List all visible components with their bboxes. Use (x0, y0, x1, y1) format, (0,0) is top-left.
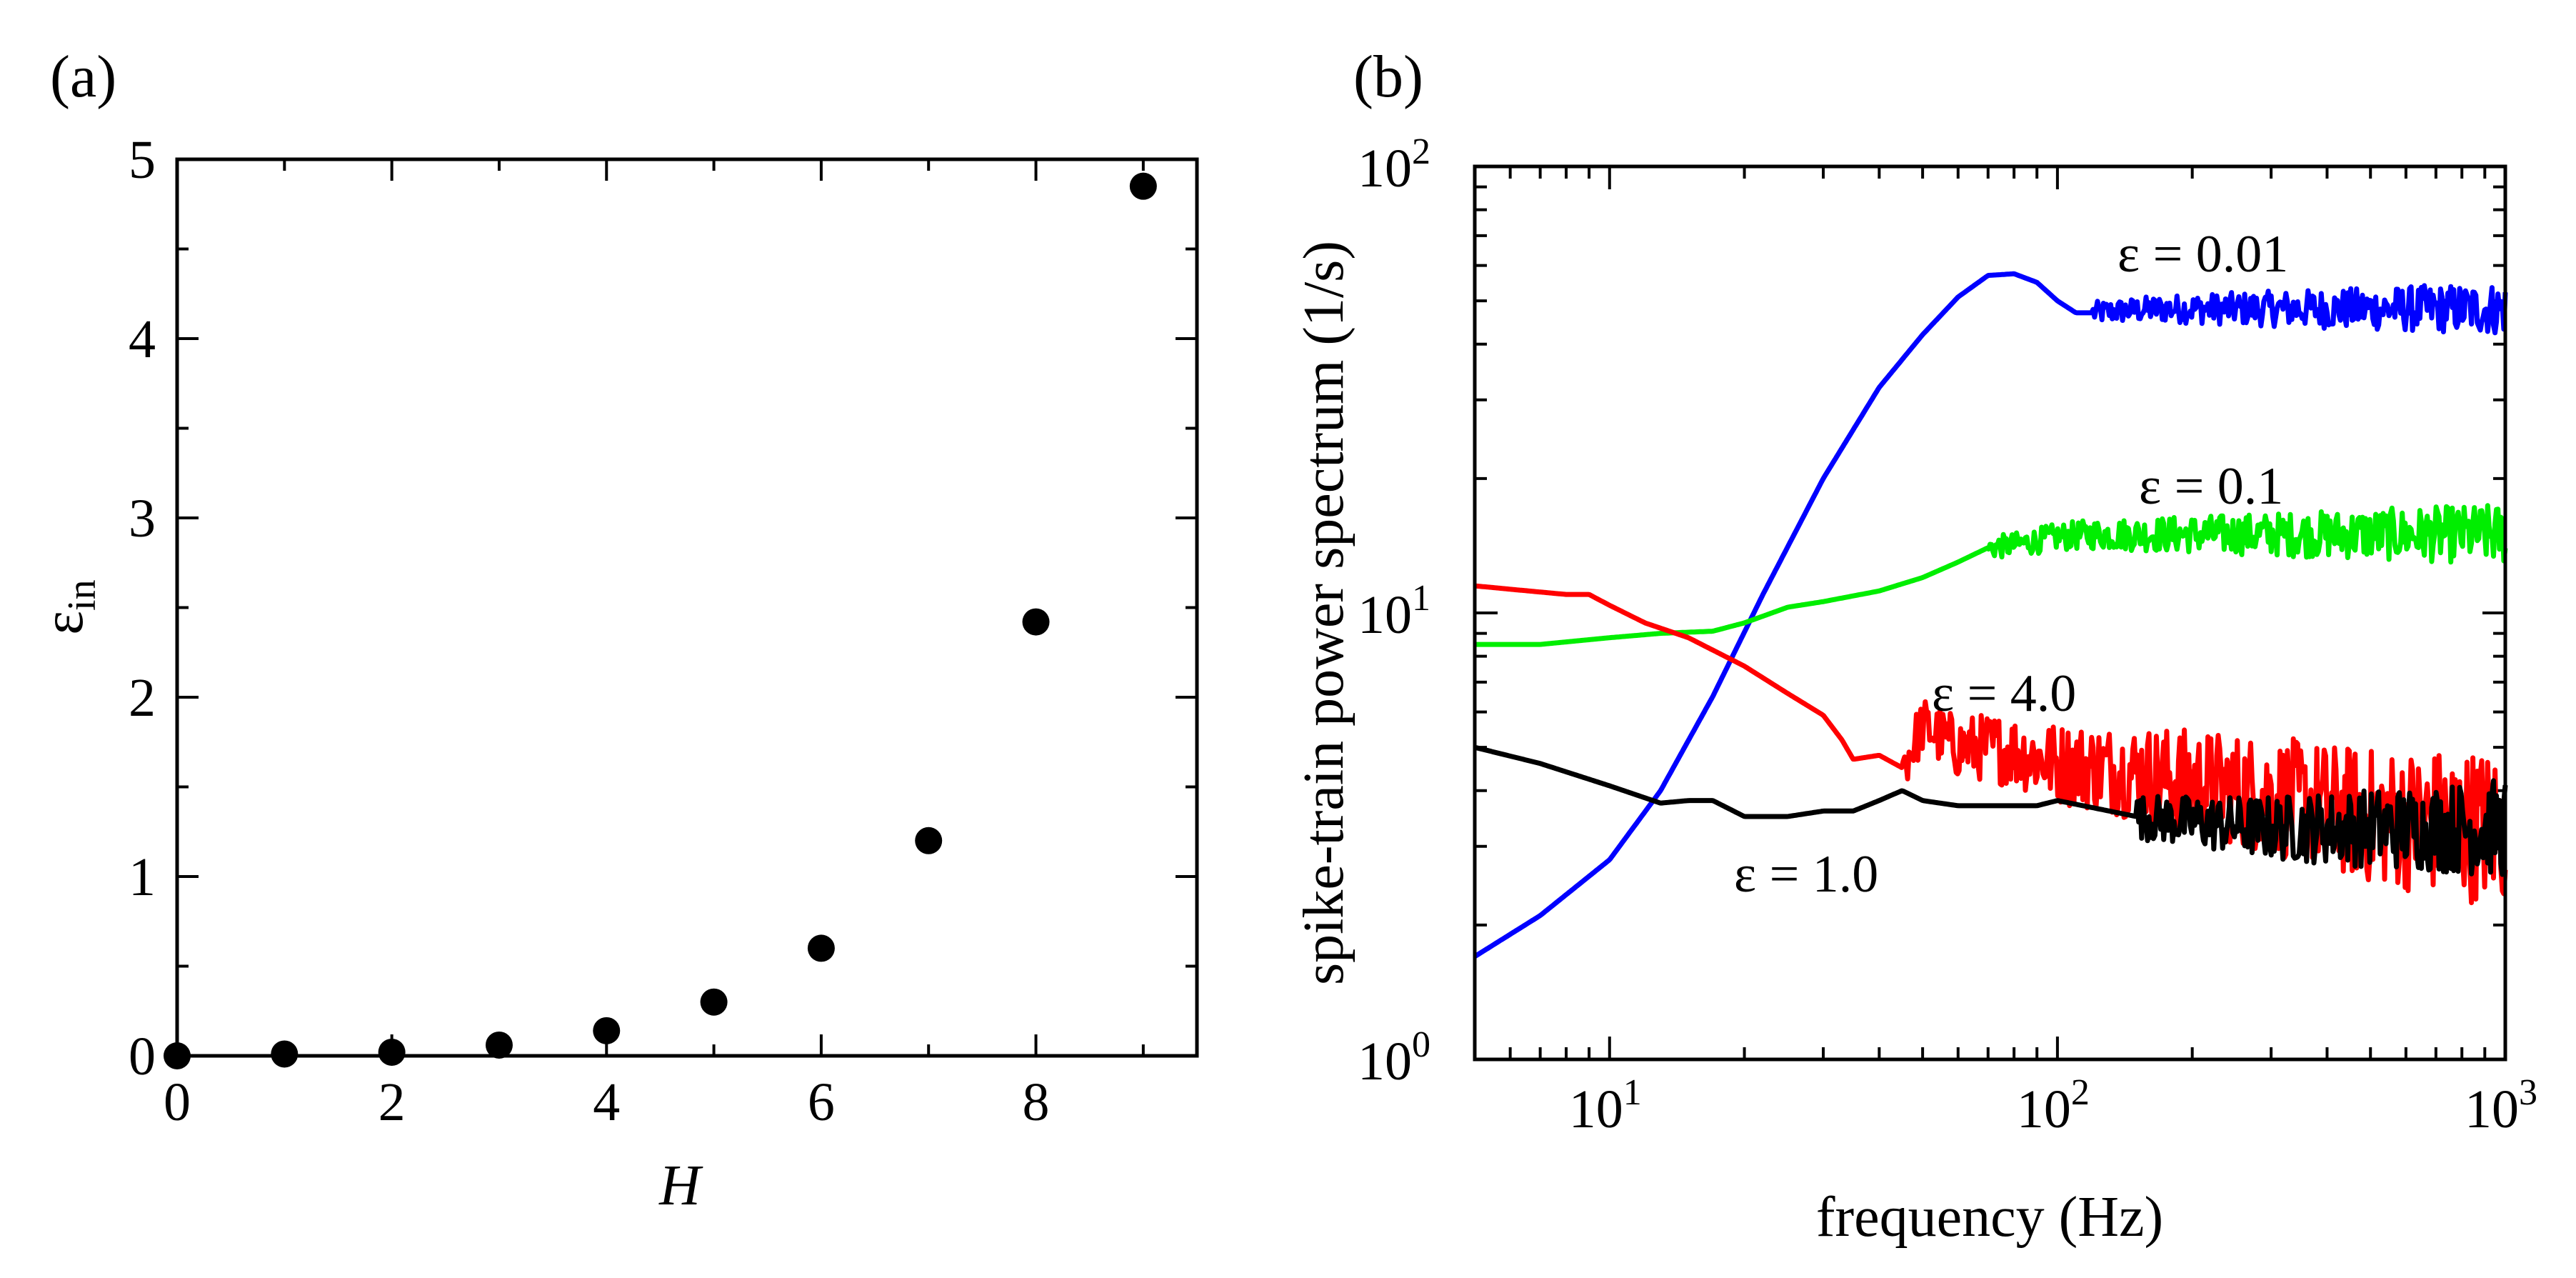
y-tick-label: 102 (1358, 131, 1430, 199)
panel-b-y-axis-title: spike-train power spectrum (1/s) (1293, 241, 1355, 985)
y-tick-label: 101 (1358, 578, 1430, 645)
panel-a-scatter: (a) 0 2 4 6 8 0 1 2 3 4 5 H εin (32, 44, 1199, 1217)
x-tick-label: 2 (379, 1072, 406, 1132)
x-tick-label-base: 10 (1569, 1079, 1623, 1139)
series-label: ε = 0.01 (2118, 225, 2288, 284)
panel-a-label: (a) (50, 44, 116, 110)
scatter-point (807, 934, 835, 962)
scatter-point (915, 827, 943, 854)
panel-a-frame (175, 157, 1199, 1058)
series-line (1473, 583, 2508, 906)
x-tick-label-exponent: 2 (2071, 1072, 2090, 1113)
panel-b-label: (b) (1353, 44, 1423, 110)
panel-a-points (164, 172, 1157, 1069)
y-tick-label: 1 (129, 847, 156, 907)
y-tick-label-exponent: 0 (1412, 1024, 1430, 1065)
y-tick-label-base: 10 (1358, 1032, 1412, 1092)
panel-b-lines (1473, 271, 2508, 959)
y-tick-label-base: 10 (1358, 139, 1412, 199)
y-tick-label-exponent: 1 (1412, 578, 1430, 619)
x-tick-label-base: 10 (2017, 1079, 2071, 1139)
series-line (1473, 744, 2508, 877)
scatter-point (271, 1040, 299, 1068)
series-line (1473, 503, 2508, 647)
panel-b-frame (1473, 164, 2507, 1062)
panel-a-tick-labels: 0 2 4 6 8 0 1 2 3 4 5 (129, 130, 1050, 1132)
x-tick-label: 101 (1569, 1072, 1642, 1139)
panel-b-x-axis-title: frequency (Hz) (1816, 1186, 2163, 1249)
scatter-point (593, 1017, 621, 1044)
series-label: ε = 1.0 (1734, 845, 1878, 904)
x-tick-label: 4 (593, 1072, 620, 1132)
x-tick-label: 102 (2017, 1072, 2090, 1139)
x-tick-label: 6 (808, 1072, 835, 1132)
y-tick-label: 4 (129, 309, 156, 369)
y-tick-label: 0 (129, 1027, 156, 1087)
scatter-point (1129, 172, 1157, 200)
series-label: ε = 4.0 (1932, 664, 2076, 723)
panel-a-x-axis-title: H (658, 1154, 703, 1217)
y-tick-label: 5 (129, 130, 156, 190)
y-tick-label-exponent: 2 (1412, 131, 1430, 172)
panel-b-curve-labels: ε = 0.01 ε = 0.1 ε = 4.0 ε = 1.0 (1734, 225, 2288, 904)
x-tick-label-base: 10 (2465, 1079, 2519, 1139)
x-tick-label: 0 (164, 1072, 191, 1132)
series-line (1473, 271, 2508, 959)
y-tick-label: 3 (129, 489, 156, 549)
panel-a-y-axis-title-base: ε (32, 611, 95, 635)
x-tick-label: 8 (1023, 1072, 1050, 1132)
scatter-point (378, 1038, 406, 1066)
x-tick-label-exponent: 3 (2519, 1072, 2537, 1113)
scatter-point (1022, 608, 1050, 636)
scatter-point (485, 1031, 513, 1059)
y-tick-label: 100 (1358, 1024, 1430, 1092)
x-tick-label-exponent: 1 (1623, 1072, 1642, 1113)
y-tick-label: 2 (129, 668, 156, 728)
series-label: ε = 0.1 (2139, 457, 2283, 516)
panel-a-y-axis-title-subscript: in (60, 579, 104, 611)
panel-a-y-axis-title: εin (32, 579, 104, 634)
x-tick-label: 103 (2465, 1072, 2537, 1139)
panel-a-ticks (176, 158, 1197, 1057)
scatter-point (700, 988, 728, 1016)
y-tick-label-base: 10 (1358, 585, 1412, 645)
